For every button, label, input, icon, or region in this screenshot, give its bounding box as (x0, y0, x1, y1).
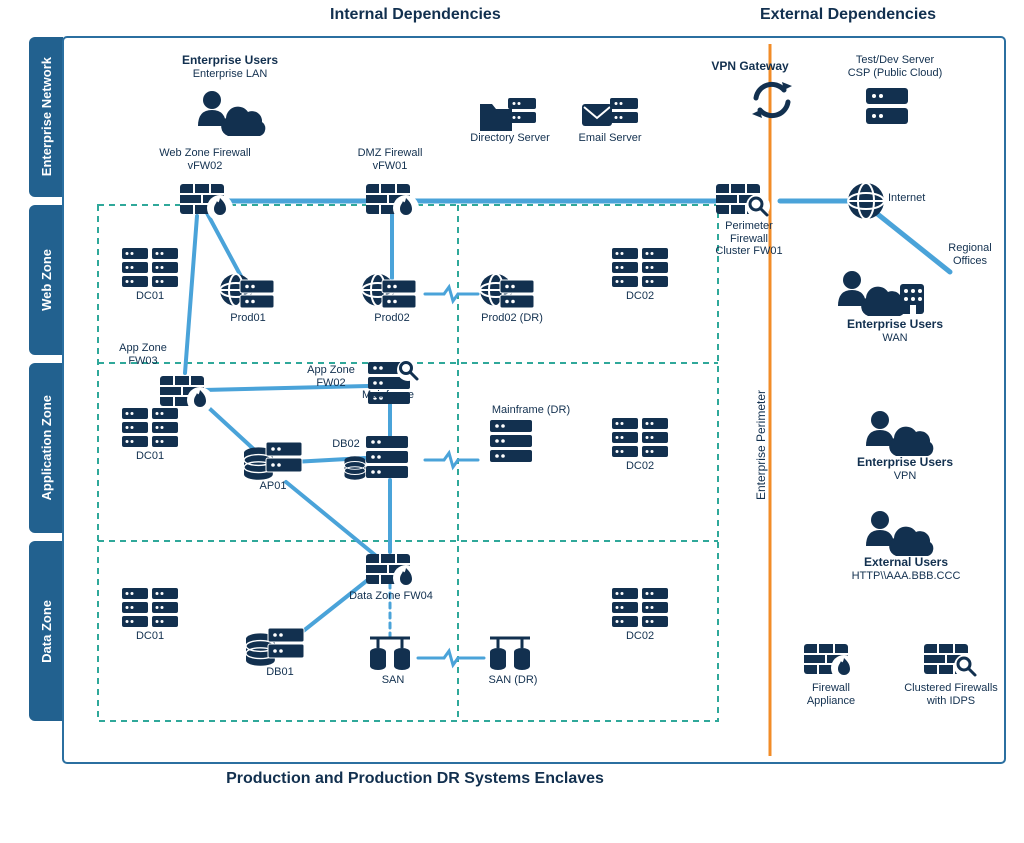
node-pfw01: Perimeter Firewall Cluster FW01 (704, 220, 794, 258)
title-bottom: Production and Production DR Systems Enc… (165, 770, 665, 788)
directory-server-icon (480, 98, 536, 131)
external-users-icon (866, 511, 933, 556)
node-dc02-web: DC02 (614, 290, 666, 303)
node-dc02-app: DC02 (614, 460, 666, 473)
rack-icon-dc02-web (612, 248, 668, 287)
mainframe-dr-icon (490, 420, 532, 462)
firewall-icon-appfw03 (160, 376, 213, 413)
node-email-server: Email Server (570, 132, 650, 145)
node-appfw02: App Zone FW02 (296, 364, 366, 389)
diagram-svg (0, 0, 1024, 843)
web-server-icon-prod02dr (480, 274, 534, 308)
node-entusers-wan: Enterprise Users WAN (830, 318, 960, 344)
node-dmz-fw: DMZ Firewall vFW01 (340, 147, 440, 172)
node-dir-server: Directory Server (460, 132, 560, 145)
node-extusers: External Users HTTP\\AAA.BBB.CCC (836, 556, 976, 582)
node-clustered-fw: Clustered Firewalls with IDPS (896, 682, 1006, 707)
node-appfw03: App Zone FW03 (108, 342, 178, 367)
rack-icon-dc01-data (122, 588, 178, 627)
node-entusers-vpn: Enterprise Users VPN (840, 456, 970, 482)
rack-icon-dc02-app (612, 418, 668, 457)
enterprise-users-wan-icon (838, 271, 924, 316)
node-datafw04: Data Zone FW04 (336, 590, 446, 603)
node-db01: DB01 (250, 666, 310, 679)
web-server-icon-prod02 (362, 274, 416, 308)
vpn-gateway-icon (752, 82, 792, 118)
node-dc02-data: DC02 (614, 630, 666, 643)
rack-icon-dc01-web (122, 248, 178, 287)
rack-icon-dc02-data (612, 588, 668, 627)
node-enterprise-users-top: Enterprise Users Enterprise LAN (170, 54, 290, 80)
node-internet: Internet (888, 192, 948, 205)
node-regional: Regional Offices (940, 242, 1000, 267)
clustered-firewall-icon (924, 644, 978, 678)
firewall-icon-pfw01 (716, 184, 770, 218)
node-sandr: SAN (DR) (478, 674, 548, 687)
node-testdev: Test/Dev Server CSP (Public Cloud) (830, 54, 960, 79)
firewall-appliance-icon (804, 644, 857, 681)
san-dr-icon (490, 638, 530, 670)
node-prod02: Prod02 (362, 312, 422, 325)
node-san: SAN (368, 674, 418, 687)
firewall-icon-datafw04 (366, 554, 419, 591)
web-server-icon-prod01 (220, 274, 274, 308)
node-dc01-data: DC01 (124, 630, 176, 643)
node-dc01-app: DC01 (124, 450, 176, 463)
node-db02: DB02 (326, 438, 366, 451)
node-prod01: Prod01 (218, 312, 278, 325)
node-prod02dr: Prod02 (DR) (472, 312, 552, 325)
node-fw-appliance: Firewall Appliance (796, 682, 866, 707)
rack-icon-dc01-app (122, 408, 178, 447)
node-dc01-web: DC01 (124, 290, 176, 303)
perimeter-label: Enterprise Perimeter (754, 390, 768, 500)
email-server-icon (582, 98, 638, 126)
node-mainframedr: Mainframe (DR) (476, 404, 586, 417)
enterprise-users-icon (198, 91, 265, 136)
testdev-server-icon (866, 88, 908, 124)
enterprise-users-vpn-icon (866, 411, 933, 456)
internet-globe-icon (848, 183, 884, 219)
node-vpn-gateway: VPN Gateway (700, 60, 800, 74)
diagram-canvas: Internal Dependencies External Dependenc… (0, 0, 1024, 843)
node-webzone-fw: Web Zone Firewall vFW02 (150, 147, 260, 172)
san-icon (370, 638, 410, 670)
node-mainframe: Mainframe (412, 406, 482, 419)
db-server-icon-db01 (246, 628, 304, 666)
node-ap01: AP01 (248, 480, 298, 493)
